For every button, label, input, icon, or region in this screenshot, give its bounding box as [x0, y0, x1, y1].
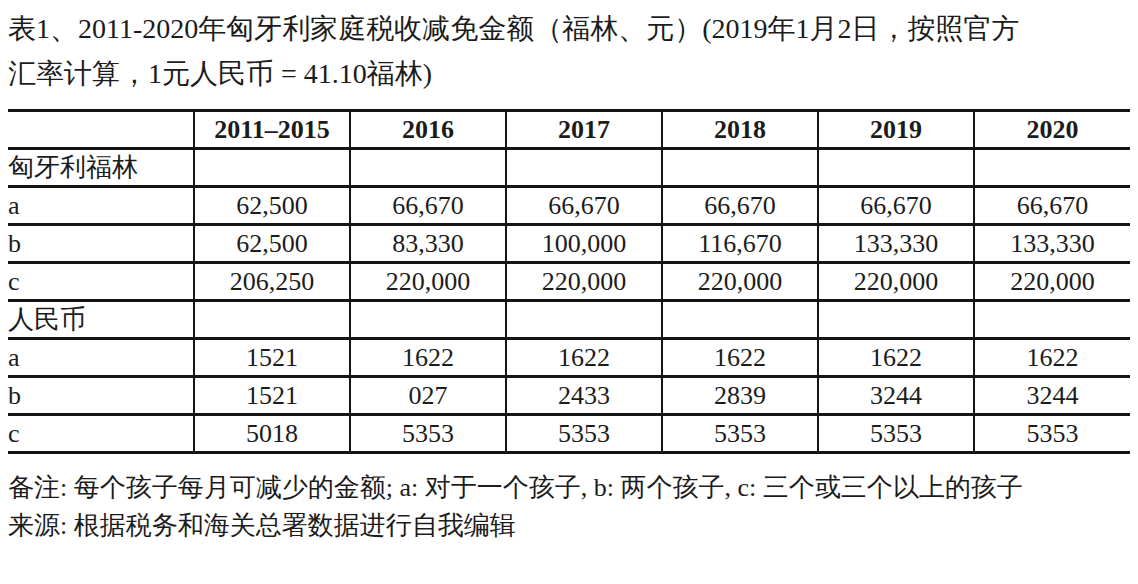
value-cell: 220,000 — [350, 263, 506, 301]
value-cell: 027 — [350, 377, 506, 415]
section-row: 人民币 — [8, 301, 1130, 339]
row-label-cell: 人民币 — [8, 301, 194, 339]
value-cell — [194, 149, 350, 187]
value-cell: 206,250 — [194, 263, 350, 301]
value-cell — [350, 301, 506, 339]
value-cell: 5018 — [194, 415, 350, 453]
value-cell: 1622 — [662, 339, 818, 377]
tax-table: 2011–201520162017201820192020 匈牙利福林a62,5… — [8, 109, 1130, 454]
value-cell: 2433 — [506, 377, 662, 415]
value-cell: 5353 — [506, 415, 662, 453]
value-cell — [194, 301, 350, 339]
title-line-1: 表1、2011-2020年匈牙利家庭税收减免金额（福林、元）(2019年1月2日… — [8, 6, 1130, 51]
value-cell — [662, 301, 818, 339]
value-cell: 66,670 — [662, 187, 818, 225]
row-label-cell: b — [8, 225, 194, 263]
year-header-cell: 2017 — [506, 111, 662, 149]
row-label-cell: a — [8, 339, 194, 377]
value-cell: 1622 — [818, 339, 974, 377]
year-header-cell: 2019 — [818, 111, 974, 149]
value-cell — [662, 149, 818, 187]
year-header-cell: 2016 — [350, 111, 506, 149]
value-cell: 100,000 — [506, 225, 662, 263]
value-cell: 1521 — [194, 339, 350, 377]
value-cell: 62,500 — [194, 225, 350, 263]
value-cell: 1622 — [974, 339, 1130, 377]
value-cell — [974, 301, 1130, 339]
section-row: 匈牙利福林 — [8, 149, 1130, 187]
value-cell: 220,000 — [974, 263, 1130, 301]
row-label-cell: c — [8, 415, 194, 453]
value-cell: 1521 — [194, 377, 350, 415]
data-row: b62,50083,330100,000116,670133,330133,33… — [8, 225, 1130, 263]
data-row: b15210272433283932443244 — [8, 377, 1130, 415]
table-notes: 备注: 每个孩子每月可减少的金额; a: 对于一个孩子, b: 两个孩子, c:… — [8, 469, 1130, 545]
value-cell: 3244 — [974, 377, 1130, 415]
value-cell: 220,000 — [506, 263, 662, 301]
note-source: 来源: 根据税务和海关总署数据进行自我编辑 — [8, 507, 1130, 545]
value-cell: 5353 — [974, 415, 1130, 453]
year-header-cell: 2020 — [974, 111, 1130, 149]
data-row: a62,50066,67066,67066,67066,67066,670 — [8, 187, 1130, 225]
value-cell: 2839 — [662, 377, 818, 415]
value-cell — [818, 149, 974, 187]
table-title: 表1、2011-2020年匈牙利家庭税收减免金额（福林、元）(2019年1月2日… — [8, 6, 1130, 96]
corner-cell — [8, 111, 194, 149]
value-cell: 62,500 — [194, 187, 350, 225]
year-header-cell: 2011–2015 — [194, 111, 350, 149]
value-cell — [350, 149, 506, 187]
value-cell: 66,670 — [818, 187, 974, 225]
data-row: c501853535353535353535353 — [8, 415, 1130, 453]
note-remark: 备注: 每个孩子每月可减少的金额; a: 对于一个孩子, b: 两个孩子, c:… — [8, 469, 1130, 507]
value-cell — [506, 301, 662, 339]
value-cell — [818, 301, 974, 339]
value-cell: 3244 — [818, 377, 974, 415]
value-cell: 220,000 — [662, 263, 818, 301]
value-cell — [974, 149, 1130, 187]
value-cell — [506, 149, 662, 187]
row-label-cell: 匈牙利福林 — [8, 149, 194, 187]
title-line-2: 汇率计算，1元人民币 = 41.10福林) — [8, 51, 1130, 96]
value-cell: 5353 — [350, 415, 506, 453]
row-label-cell: a — [8, 187, 194, 225]
value-cell: 220,000 — [818, 263, 974, 301]
value-cell: 66,670 — [506, 187, 662, 225]
data-row: a152116221622162216221622 — [8, 339, 1130, 377]
value-cell: 1622 — [506, 339, 662, 377]
document-page: 表1、2011-2020年匈牙利家庭税收减免金额（福林、元）(2019年1月2日… — [0, 0, 1138, 545]
value-cell: 133,330 — [974, 225, 1130, 263]
year-header-cell: 2018 — [662, 111, 818, 149]
header-row: 2011–201520162017201820192020 — [8, 111, 1130, 149]
value-cell: 66,670 — [974, 187, 1130, 225]
value-cell: 116,670 — [662, 225, 818, 263]
value-cell: 83,330 — [350, 225, 506, 263]
value-cell: 5353 — [818, 415, 974, 453]
value-cell: 66,670 — [350, 187, 506, 225]
value-cell: 133,330 — [818, 225, 974, 263]
data-row: c206,250220,000220,000220,000220,000220,… — [8, 263, 1130, 301]
value-cell: 5353 — [662, 415, 818, 453]
row-label-cell: b — [8, 377, 194, 415]
row-label-cell: c — [8, 263, 194, 301]
value-cell: 1622 — [350, 339, 506, 377]
